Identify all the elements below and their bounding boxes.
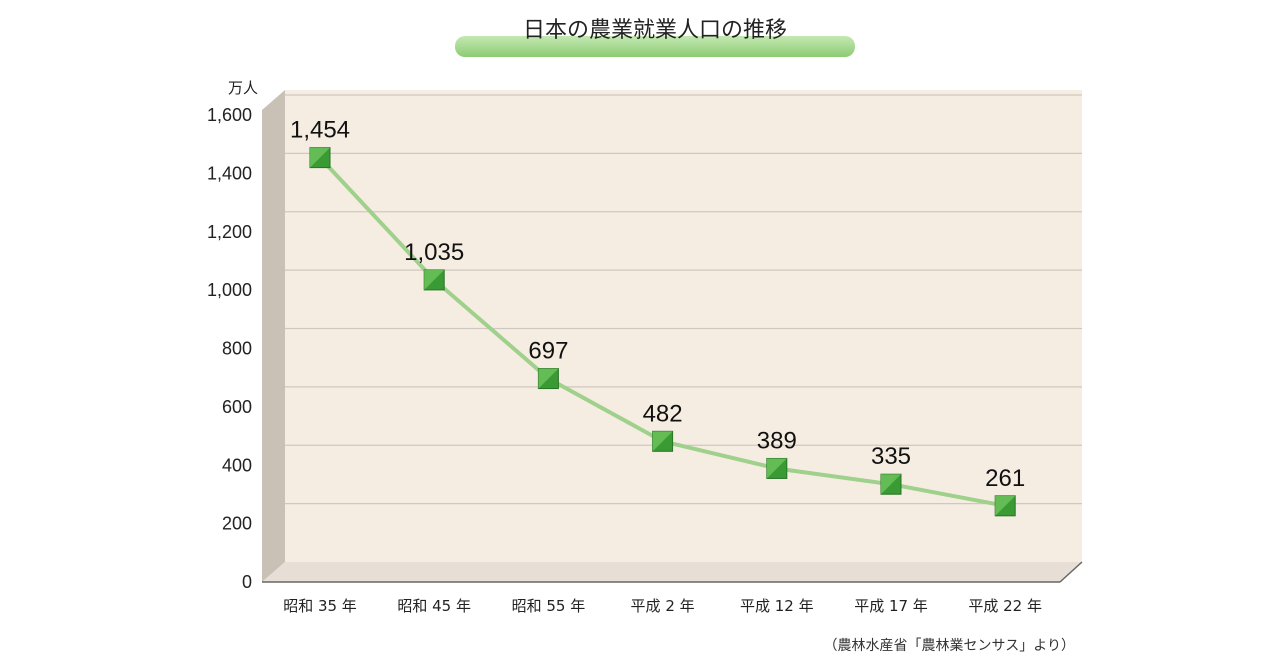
data-label: 389 xyxy=(757,427,797,454)
data-label: 1,454 xyxy=(290,117,350,144)
plot-floor xyxy=(262,562,1082,582)
marker-highlight xyxy=(424,269,445,290)
floor-right-edge xyxy=(1059,561,1083,583)
y-tick-label: 200 xyxy=(222,514,252,534)
x-category-label: 平成 12 年 xyxy=(740,597,814,615)
title-pill xyxy=(455,36,855,57)
x-category-label: 平成 2 年 xyxy=(631,597,695,615)
data-label: 482 xyxy=(643,400,683,427)
data-point-marker xyxy=(309,147,331,169)
chart-title: 日本の農業就業人口の推移 xyxy=(523,18,787,43)
marker-highlight xyxy=(538,368,559,389)
marker-highlight xyxy=(995,495,1016,516)
data-point-marker xyxy=(880,473,902,495)
y-tick-label: 1,000 xyxy=(207,280,252,300)
plot-side-wall xyxy=(262,90,285,582)
data-labels: 1,454 1,035 697 482 389 335 261 xyxy=(290,117,1025,492)
x-category-label: 昭和 35 年 xyxy=(283,597,357,615)
marker-highlight xyxy=(652,431,673,452)
y-tick-label: 600 xyxy=(222,397,252,417)
source-note: （農林水産省「農林業センサス」より） xyxy=(824,638,1075,654)
y-tick-label: 400 xyxy=(222,455,252,475)
x-axis-categories: 昭和 35 年 昭和 45 年 昭和 55 年 平成 2 年 平成 12 年 平成 17 … xyxy=(283,597,1042,615)
data-point-marker xyxy=(537,368,559,390)
plot-area xyxy=(285,90,1082,562)
data-label: 261 xyxy=(985,465,1025,492)
y-tick-label: 0 xyxy=(242,572,252,592)
data-label: 335 xyxy=(871,443,911,470)
data-markers xyxy=(309,147,1016,517)
x-category-label: 平成 22 年 xyxy=(968,597,1042,615)
marker-highlight xyxy=(310,147,330,168)
marker-highlight xyxy=(766,458,787,479)
data-point-marker xyxy=(652,430,674,452)
y-tick-label: 800 xyxy=(222,339,252,359)
x-category-label: 昭和 55 年 xyxy=(512,597,586,615)
y-axis-ticks: 0 200 400 600 800 1,000 1,200 1,400 1,600 xyxy=(207,105,252,592)
x-category-label: 平成 17 年 xyxy=(854,597,928,615)
data-point-marker xyxy=(766,457,788,479)
marker-highlight xyxy=(881,474,901,495)
y-tick-label: 1,400 xyxy=(207,163,252,183)
y-tick-label: 1,600 xyxy=(207,105,252,125)
data-label: 1,035 xyxy=(404,239,464,266)
data-label: 697 xyxy=(528,338,568,365)
data-point-marker xyxy=(423,269,445,291)
data-point-marker xyxy=(994,495,1016,517)
y-axis-unit-label: 万人 xyxy=(228,79,258,97)
y-tick-label: 1,200 xyxy=(207,222,252,242)
x-category-label: 昭和 45 年 xyxy=(397,597,471,615)
